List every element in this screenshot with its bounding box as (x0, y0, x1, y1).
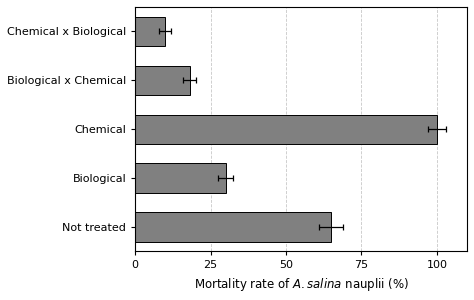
Bar (135, 212, 331, 242)
X-axis label: Mortality rate of $\it{A.salina}$ nauplii (%): Mortality rate of $\it{A.salina}$ naupli… (193, 276, 409, 293)
Bar (135, 66, 190, 95)
Bar (135, 164, 226, 193)
Bar (135, 17, 165, 46)
Bar (135, 115, 437, 144)
